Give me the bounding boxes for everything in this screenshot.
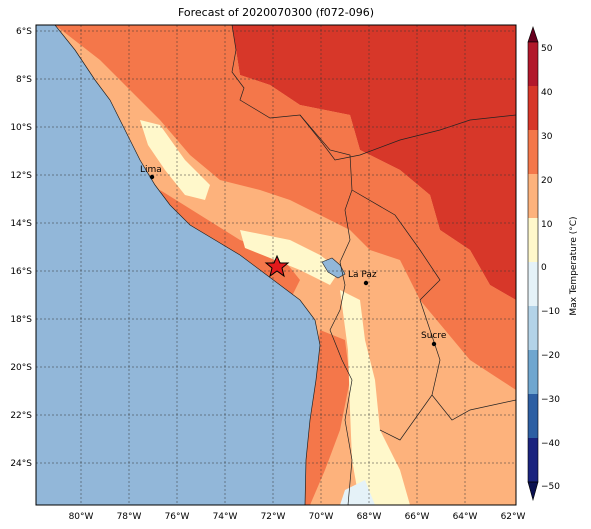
colorbar-band-10-20 — [528, 174, 538, 218]
colorbar-tick-0: 0 — [541, 263, 547, 273]
colorbar-band-m20-m10 — [528, 306, 538, 350]
cool-highlands-north — [140, 120, 210, 200]
lon-tick-66w: 66°W — [405, 512, 430, 522]
colorbar-tick-m40: −40 — [541, 439, 560, 449]
lat-tick-20s: 20°S — [10, 363, 32, 373]
lon-tick-64w: 64°W — [453, 512, 478, 522]
city-marker-lima[interactable] — [149, 174, 155, 180]
lat-tick-12s: 12°S — [10, 171, 32, 181]
lat-tick-8s: 8°S — [16, 75, 32, 85]
colorbar-band-30-40 — [528, 86, 538, 130]
star-marker-icon[interactable] — [264, 254, 290, 278]
pacific-ocean[interactable] — [36, 25, 321, 505]
colorbar-tick-10: 10 — [541, 220, 553, 230]
lat-tick-18s: 18°S — [10, 315, 32, 325]
colorbar-frame — [527, 41, 539, 483]
colorbar-band-m40-m30 — [528, 394, 538, 438]
city-marker-la-paz[interactable] — [363, 280, 369, 286]
lat-tick-labels: 6°S 8°S 10°S 12°S 14°S 16°S 18°S 20°S 22… — [10, 27, 32, 469]
lat-tick-6s: 6°S — [16, 27, 32, 37]
colorbar-band-m50-m40 — [528, 438, 538, 482]
colorbar-band-0-10 — [528, 218, 538, 262]
colorbar-arrow-top — [527, 26, 539, 43]
lon-tick-78w: 78°W — [117, 512, 142, 522]
lon-tick-labels: 80°W 78°W 76°W 74°W 72°W 70°W 68°W 66°W … — [69, 512, 526, 522]
colorbar: 50 40 30 20 10 0 −10 −20 −30 −40 −50 Max… — [527, 26, 579, 502]
lon-tick-70w: 70°W — [309, 512, 334, 522]
warm-band — [55, 25, 516, 390]
lon-tick-62w: 62°W — [501, 512, 526, 522]
country-borders — [231, 25, 516, 505]
city-label-sucre: Sucre — [421, 331, 447, 341]
colorbar-label: Max Temperature (°C) — [569, 216, 579, 315]
cool-highlands-south — [340, 290, 410, 505]
cool-highlands-altiplano — [240, 230, 340, 285]
city-marker-sucre[interactable] — [431, 341, 437, 347]
lon-tick-74w: 74°W — [213, 512, 238, 522]
colorbar-tick-m50: −50 — [541, 482, 560, 492]
colorbar-tick-m20: −20 — [541, 351, 560, 361]
colorbar-tick-20: 20 — [541, 176, 553, 186]
colorbar-arrow-bottom — [527, 481, 539, 502]
colorbar-tick-m30: −30 — [541, 395, 560, 405]
lon-tick-72w: 72°W — [261, 512, 286, 522]
hot-region-north — [232, 25, 516, 300]
lake-titicaca — [321, 257, 346, 279]
warm-patch-coast — [160, 190, 300, 300]
lat-tick-22s: 22°S — [10, 411, 32, 421]
lon-tick-68w: 68°W — [357, 512, 382, 522]
city-label-lima: Lima — [140, 165, 162, 175]
plot-frame — [35, 24, 517, 506]
lat-tick-14s: 14°S — [10, 219, 32, 229]
warm-patch-south — [300, 330, 350, 505]
colorbar-tick-50: 50 — [541, 44, 553, 54]
map-plot-area[interactable]: Lima La Paz Sucre — [36, 25, 516, 505]
lon-tick-80w: 80°W — [69, 512, 94, 522]
city-label-la-paz: La Paz — [348, 270, 377, 280]
colorbar-tick-40: 40 — [541, 88, 553, 98]
colorbar-band-m10-0 — [528, 262, 538, 306]
map-title: Forecast of 2020070300 (f072-096) — [177, 6, 375, 19]
colorbar-band-m30-m20 — [528, 350, 538, 394]
colorbar-band-20-30 — [528, 130, 538, 174]
colorbar-band-40-50 — [528, 42, 538, 86]
colorbar-tick-30: 30 — [541, 132, 553, 142]
colorbar-tick-m10: −10 — [541, 307, 560, 317]
lat-tick-24s: 24°S — [10, 459, 32, 469]
lon-tick-76w: 76°W — [165, 512, 190, 522]
lat-tick-16s: 16°S — [10, 267, 32, 277]
lat-tick-10s: 10°S — [10, 123, 32, 133]
